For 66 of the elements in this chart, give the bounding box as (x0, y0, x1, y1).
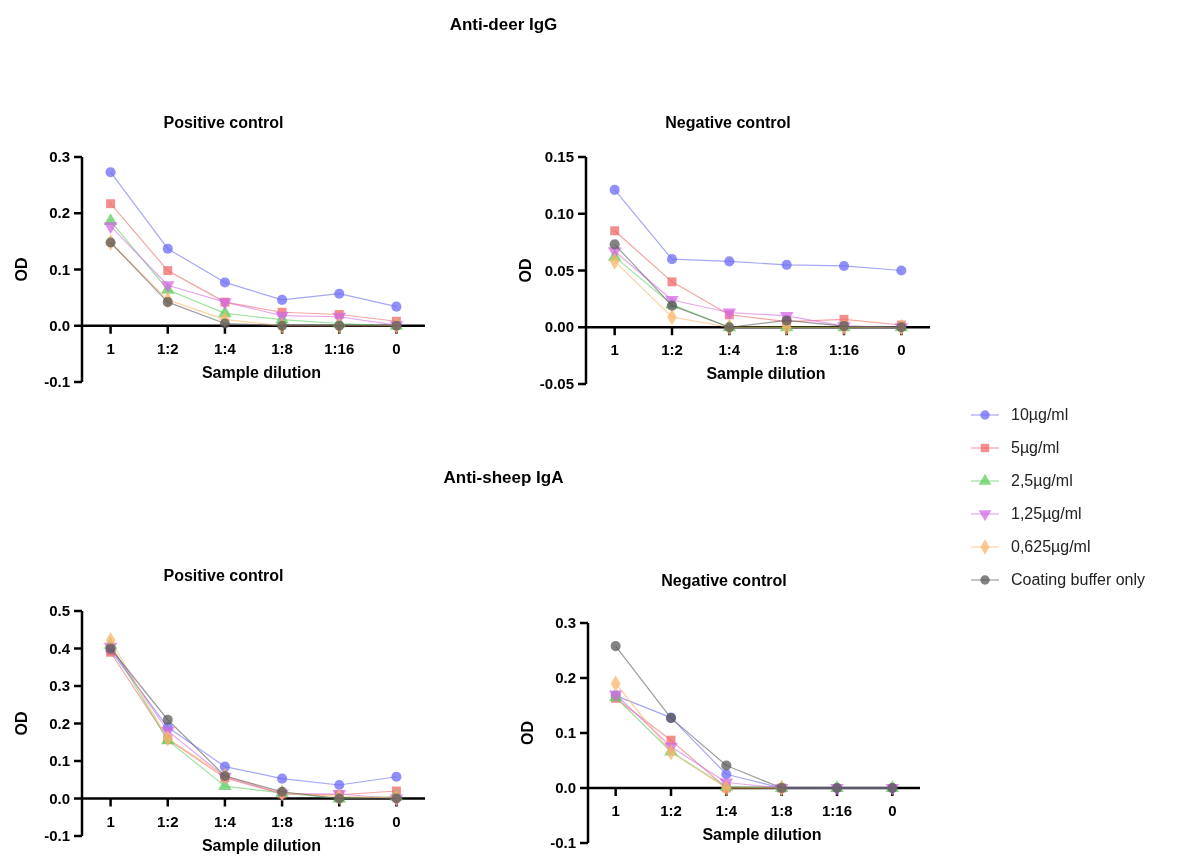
legend-label: Coating buffer only (1011, 571, 1146, 588)
x-tick-label: 1:4 (214, 339, 237, 357)
legend-label: 2,5µg/ml (1011, 472, 1073, 489)
chart-title: Positive control (163, 114, 284, 131)
y-tick-label: -0.1 (44, 373, 70, 390)
chart-title: Negative control (661, 572, 787, 589)
x-axis-title: Sample dilution (706, 365, 826, 383)
legend-label: 1,25µg/ml (1011, 505, 1082, 522)
y-tick-label: 0.05 (544, 261, 574, 279)
y-tick-label: -0.1 (44, 827, 70, 844)
x-tick-label: 1:8 (271, 339, 293, 357)
chart-title: Positive control (163, 567, 284, 584)
x-tick-label: 1:8 (775, 341, 798, 359)
x-tick-label: 1:4 (715, 802, 738, 819)
x-tick-label: 1 (106, 339, 115, 357)
legend-label: 10µg/ml (1011, 406, 1069, 423)
y-tick-label: 0.1 (49, 260, 70, 278)
y-axis-title: OD (13, 711, 30, 736)
x-tick-label: 1:2 (661, 341, 683, 359)
y-axis-title: OD (519, 721, 536, 745)
x-tick-label: 1 (106, 812, 115, 830)
legend-label: 0,625µg/ml (1011, 538, 1091, 555)
y-tick-label: 0.3 (555, 614, 576, 631)
y-tick-label: -0.1 (550, 834, 576, 851)
chart-title: Negative control (665, 114, 791, 131)
x-tick-label: 0 (392, 812, 401, 830)
y-tick-label: 0.3 (49, 148, 70, 165)
x-tick-label: 1:8 (770, 802, 793, 819)
x-tick-label: 1:16 (324, 339, 355, 357)
y-tick-label: 0.0 (49, 316, 70, 334)
x-tick-label: 1:2 (156, 339, 179, 357)
y-tick-label: 0.2 (49, 714, 70, 732)
text: Anti-sheep IgA (443, 468, 564, 487)
x-tick-label: 0 (897, 341, 906, 359)
x-tick-label: 1:16 (828, 341, 860, 359)
x-axis-title: Sample dilution (201, 836, 322, 854)
text: Anti-deer IgG (449, 15, 558, 34)
y-tick-label: 0.10 (544, 204, 574, 222)
y-tick-label: -0.05 (539, 375, 574, 392)
x-tick-label: 0 (392, 339, 401, 357)
x-tick-label: 1 (611, 802, 620, 819)
y-tick-label: 0.0 (49, 789, 70, 807)
x-tick-label: 1 (610, 341, 619, 359)
y-tick-label: 0.4 (49, 639, 71, 657)
x-tick-label: 1:8 (271, 812, 293, 830)
x-tick-label: 0 (888, 802, 897, 819)
y-tick-label: 0.00 (544, 318, 574, 336)
y-tick-label: 0.2 (555, 669, 576, 686)
x-tick-label: 1:4 (718, 341, 741, 359)
y-tick-label: 0.0 (555, 779, 576, 796)
y-tick-label: 0.1 (49, 752, 70, 769)
x-tick-label: 1:2 (156, 812, 179, 830)
x-tick-label: 1:2 (660, 802, 682, 819)
y-tick-label: 0.1 (555, 724, 576, 741)
y-axis-title: OD (517, 258, 534, 283)
y-tick-label: 0.2 (49, 204, 70, 222)
y-tick-label: 0.5 (49, 602, 70, 619)
x-tick-label: 1:16 (821, 802, 853, 819)
y-axis-title: OD (13, 257, 30, 282)
x-tick-label: 1:16 (324, 812, 355, 830)
legend-label: 5µg/ml (1011, 439, 1060, 456)
x-axis-title: Sample dilution (702, 826, 822, 843)
y-tick-label: 0.15 (544, 148, 574, 165)
x-tick-label: 1:4 (214, 812, 237, 830)
x-axis-title: Sample dilution (201, 363, 322, 381)
y-tick-label: 0.3 (49, 677, 70, 694)
